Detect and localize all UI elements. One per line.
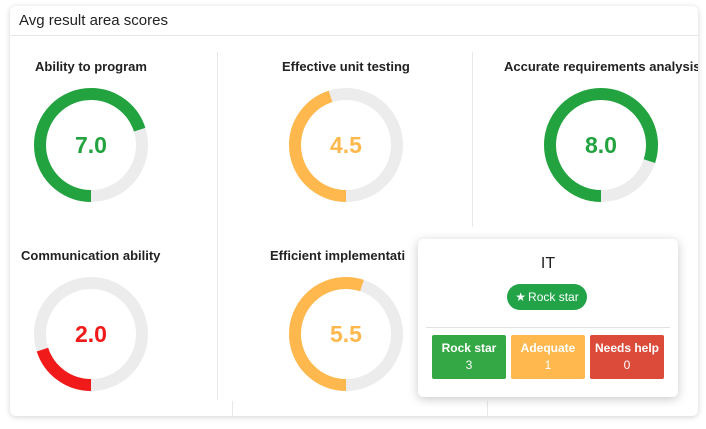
- star-icon: ★: [515, 290, 527, 304]
- tile-title: Effective unit testing: [282, 59, 410, 74]
- gauge-value: 5.5: [330, 321, 362, 347]
- gauge-ring: [289, 88, 403, 202]
- gauge-arc: [289, 88, 403, 202]
- gauge-value: 4.5: [330, 132, 362, 158]
- tile-title: Communication ability: [21, 248, 161, 263]
- rating-badge: ★ Rock star: [507, 284, 587, 310]
- gauge-value: 8.0: [585, 132, 617, 158]
- panel-title: Avg result area scores: [19, 12, 168, 29]
- gauge-ring: [544, 88, 658, 202]
- column-divider: [217, 52, 218, 400]
- panel-header: Avg result area scores: [10, 6, 698, 36]
- score-gauge[interactable]: 8.0: [543, 87, 659, 203]
- count-label: Adequate: [520, 341, 576, 355]
- count-box-needs-help: Needs help 0: [590, 335, 664, 379]
- count-box-adequate: Adequate 1: [511, 335, 585, 379]
- gauge-arc: [544, 88, 658, 202]
- count-value: 1: [544, 358, 552, 372]
- rating-badge-label: Rock star: [528, 290, 579, 304]
- popover-title: IT: [540, 255, 556, 272]
- count-label: Rock star: [441, 341, 497, 355]
- gauge-ring: [289, 277, 403, 391]
- score-gauge[interactable]: 4.5: [288, 87, 404, 203]
- gauge-ring: [34, 88, 148, 202]
- score-gauge[interactable]: 7.0: [33, 87, 149, 203]
- count-box-rock-star: Rock star 3: [432, 335, 506, 379]
- score-gauge[interactable]: 2.0: [33, 276, 149, 392]
- popover-divider: [426, 327, 670, 328]
- department-popover: IT ★ Rock star Rock star 3 Adequate 1 Nee…: [418, 239, 678, 397]
- column-divider: [472, 52, 473, 227]
- gauge-ring: [34, 277, 148, 391]
- column-divider: [487, 401, 488, 416]
- tile-title: Ability to program: [35, 59, 147, 74]
- tile-title: Efficient implementati: [270, 248, 406, 263]
- count-label: Needs help: [594, 341, 660, 355]
- gauge-arc: [289, 277, 403, 391]
- tile-title: Accurate requirements analysis: [504, 59, 698, 74]
- gauge-arc: [34, 88, 148, 202]
- gauge-value: 2.0: [75, 321, 107, 347]
- count-value: 3: [465, 358, 473, 372]
- result-area-scores-panel: Avg result area scores Ability to progra…: [10, 6, 698, 416]
- count-value: 0: [623, 358, 631, 372]
- score-gauge[interactable]: 5.5: [288, 276, 404, 392]
- column-divider: [232, 401, 233, 416]
- gauge-arc: [34, 277, 148, 391]
- gauge-value: 7.0: [75, 132, 107, 158]
